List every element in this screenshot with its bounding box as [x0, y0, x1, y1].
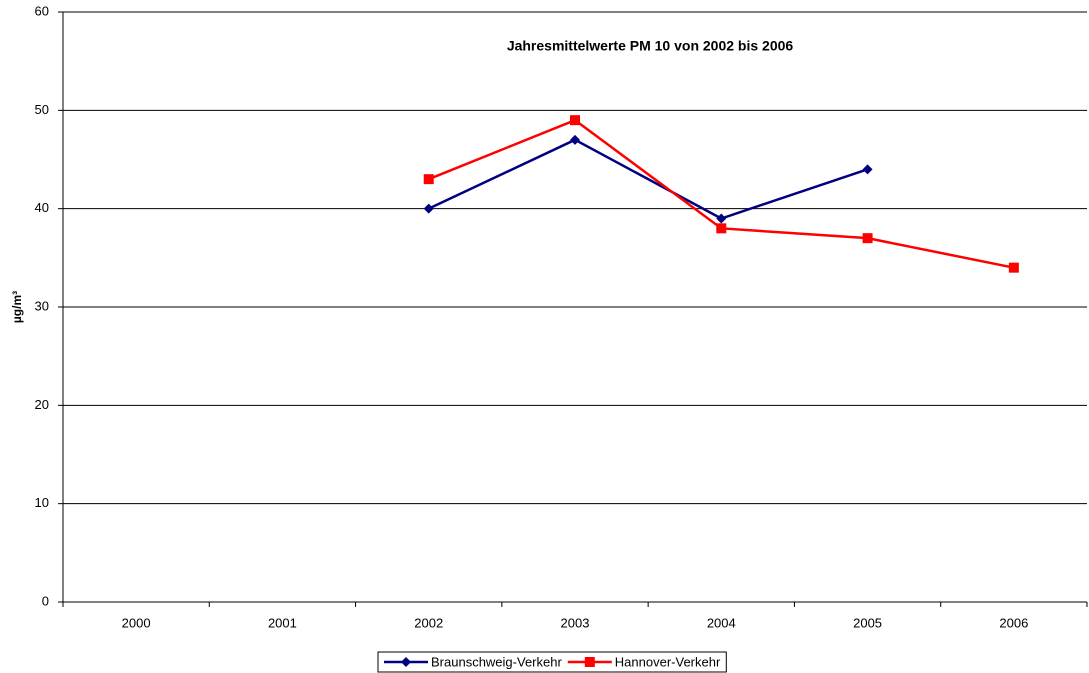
- marker: [862, 164, 873, 175]
- series-line: [428, 138, 868, 220]
- y-tick-label: 40: [35, 200, 49, 215]
- marker: [570, 134, 580, 145]
- legend-label: Braunschweig-Verkehr: [431, 654, 562, 669]
- y-tick-label: 0: [42, 593, 49, 608]
- marker: [401, 657, 411, 667]
- x-tick-label: 2001: [268, 615, 297, 630]
- marker: [584, 657, 595, 667]
- marker: [716, 223, 727, 234]
- y-axis-label: µg/m³: [10, 291, 24, 323]
- chart-title: Jahresmittelwerte PM 10 von 2002 bis 200…: [507, 38, 794, 54]
- marker: [423, 174, 434, 185]
- series-line: [428, 118, 1015, 269]
- marker: [862, 233, 873, 244]
- x-tick-label: 2005: [853, 615, 882, 630]
- x-tick-label: 2004: [707, 615, 736, 630]
- legend: Braunschweig-Verkehr Hannover-Verkehr: [377, 651, 727, 673]
- x-tick-label: 2006: [999, 615, 1028, 630]
- marker: [570, 115, 580, 126]
- legend-box: [377, 651, 727, 673]
- y-tick-label: 20: [35, 397, 49, 412]
- marker: [1008, 262, 1019, 273]
- y-tick-label: 10: [35, 495, 49, 510]
- x-tick-label: 2000: [122, 615, 151, 630]
- x-tick-label: 2003: [561, 615, 590, 630]
- legend-label: Hannover-Verkehr: [615, 654, 721, 669]
- y-tick-label: 30: [35, 298, 49, 313]
- y-tick-label: 60: [35, 3, 49, 18]
- x-tick-label: 2002: [414, 615, 443, 630]
- marker: [423, 203, 434, 214]
- y-tick-label: 50: [35, 102, 49, 117]
- marker: [716, 213, 727, 224]
